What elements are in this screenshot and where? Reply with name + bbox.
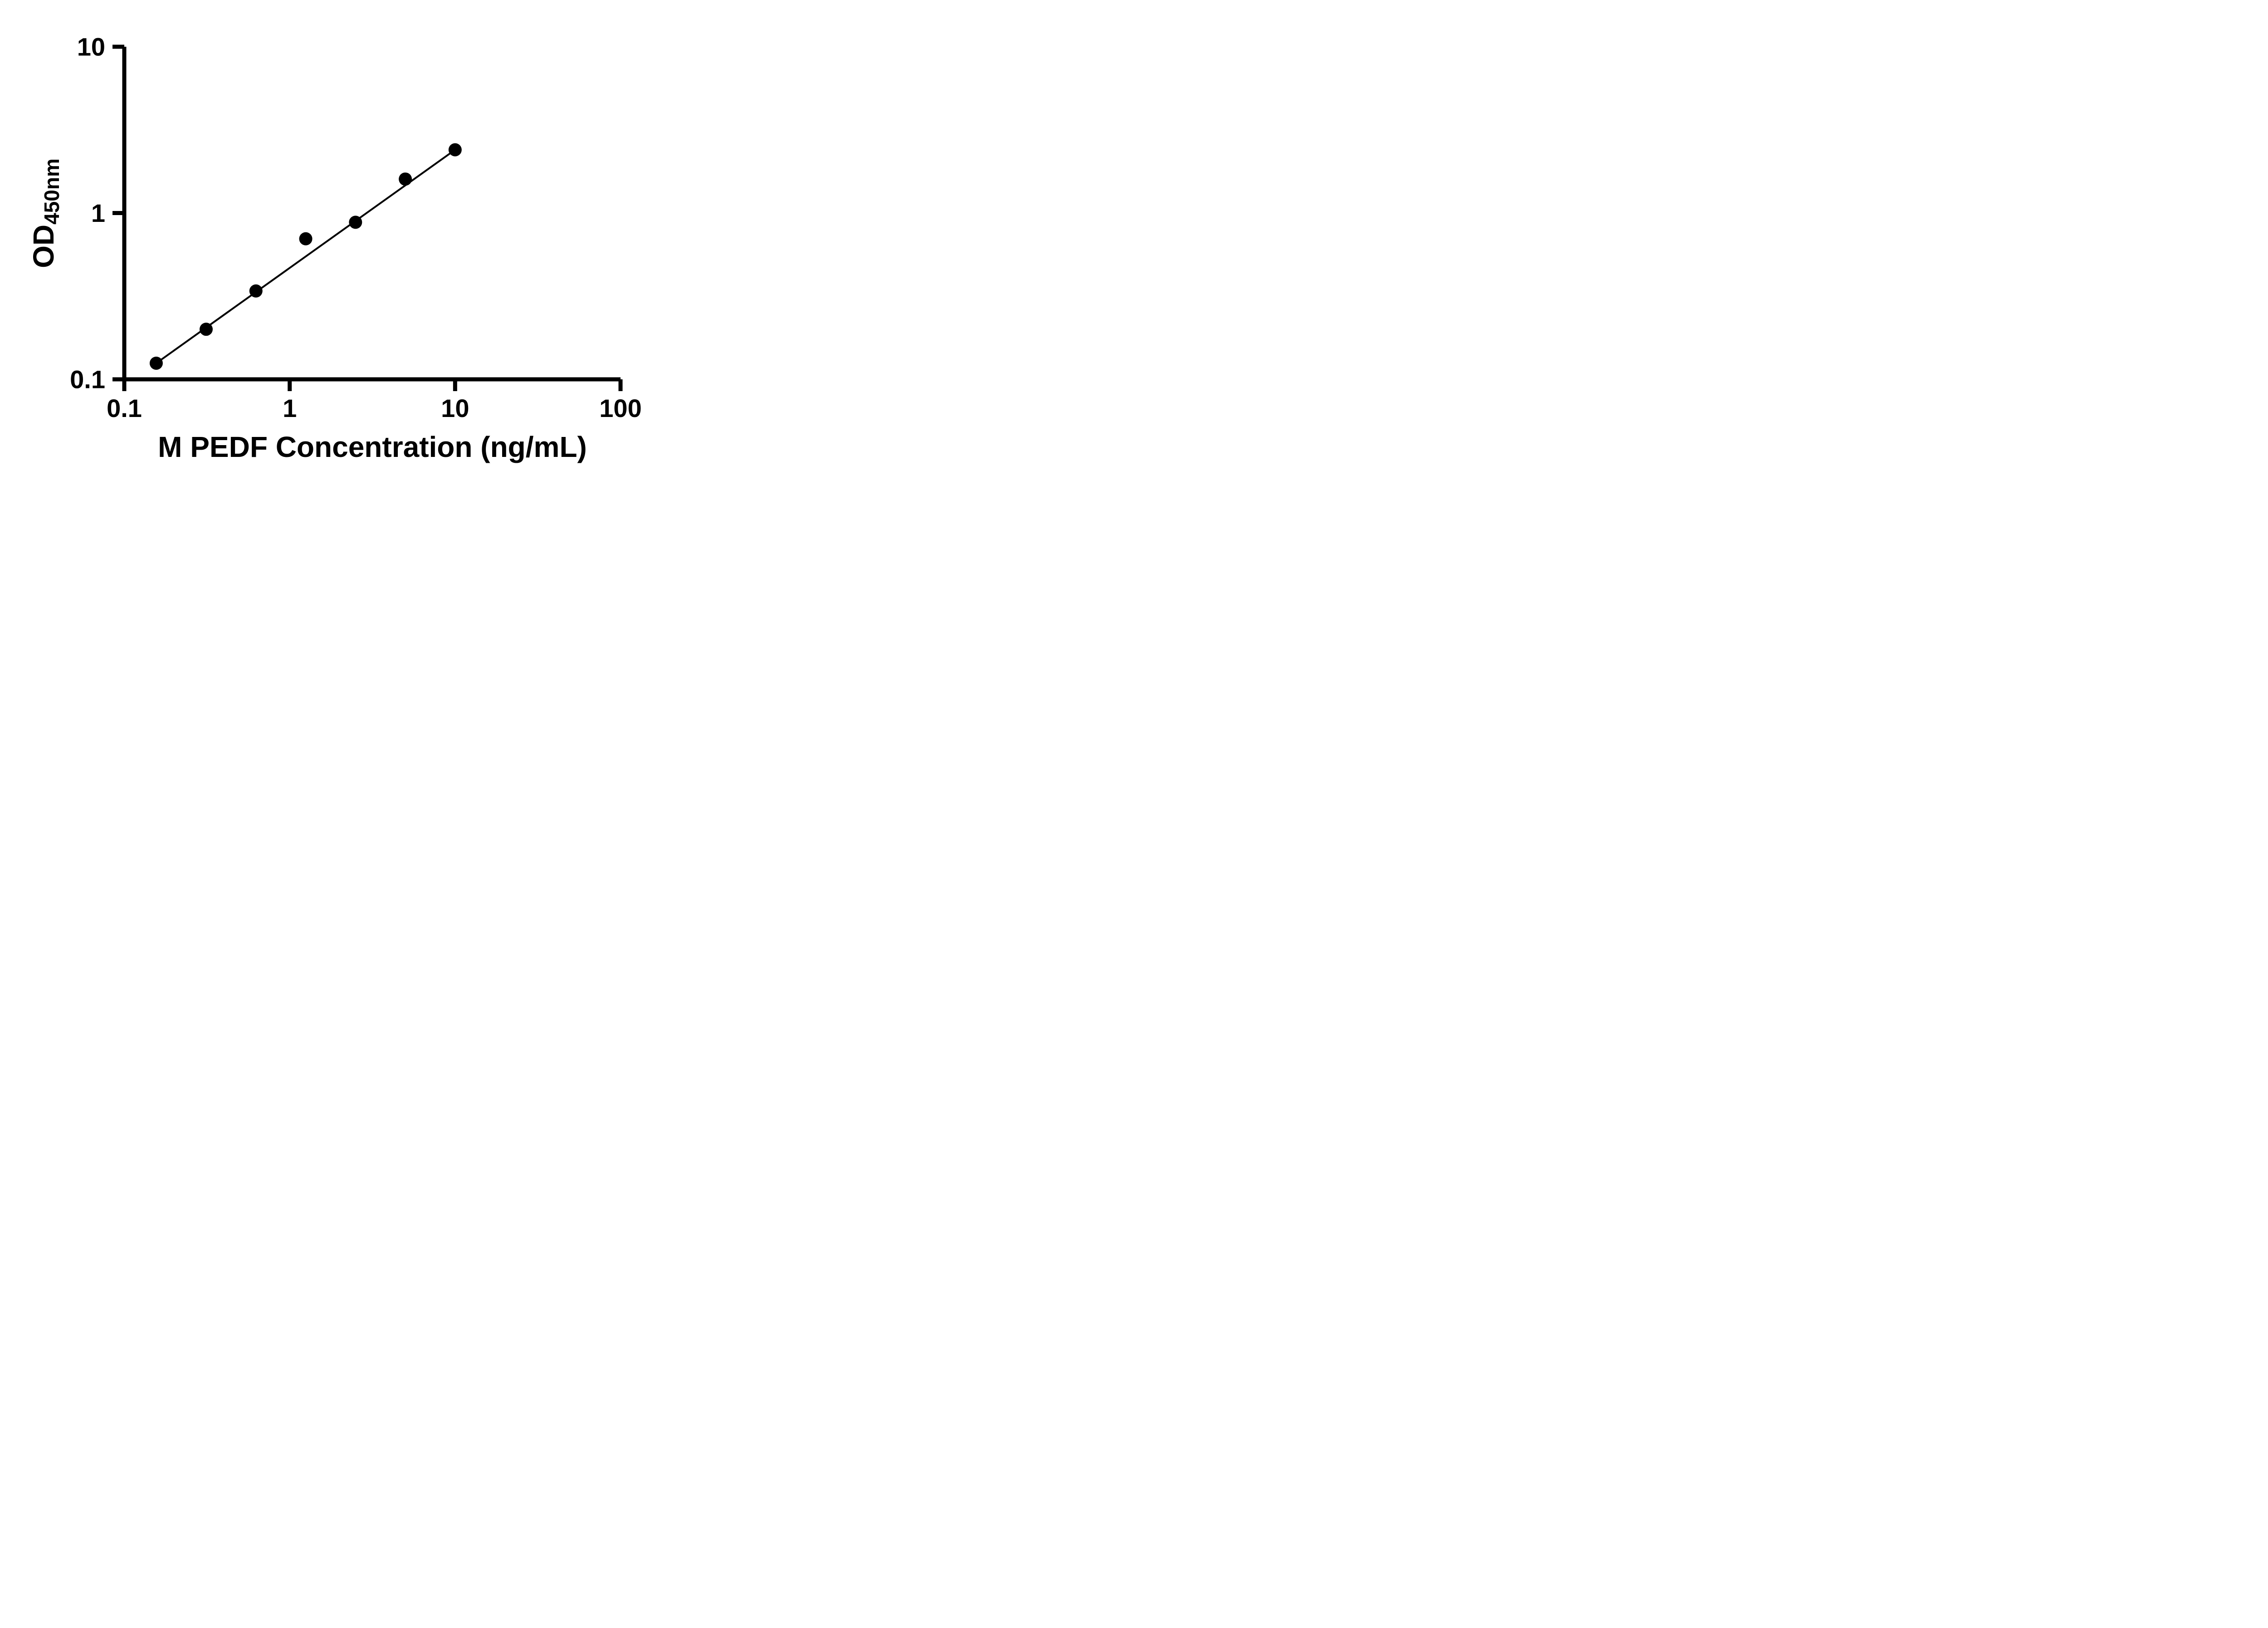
x-tick-label: 10 (441, 394, 469, 422)
y-axis-title-main: OD (27, 224, 60, 268)
data-point (149, 356, 163, 370)
y-tick-label: 0.1 (70, 365, 105, 394)
data-point (299, 232, 313, 245)
data-point (249, 284, 263, 298)
x-tick-label: 100 (599, 394, 641, 422)
y-tick-label: 1 (91, 199, 105, 227)
data-point (399, 172, 412, 186)
data-point (448, 143, 462, 157)
chart-canvas: 0.1 1 10 100 0.1 1 10 (70, 33, 642, 422)
y-axis-title: OD450nm (27, 158, 64, 268)
y-tick-label: 10 (77, 33, 105, 61)
x-axis-title: M PEDF Concentration (ng/mL) (158, 431, 587, 463)
x-tick-label: 1 (283, 394, 297, 422)
data-point (349, 216, 362, 229)
data-point (199, 323, 213, 336)
x-tick-label: 0.1 (107, 394, 142, 422)
y-axis-title-sub: 450nm (40, 158, 64, 225)
standard-curve-figure: 0.1 1 10 100 0.1 1 10 M PEDF Concentration (ng… (0, 0, 685, 488)
